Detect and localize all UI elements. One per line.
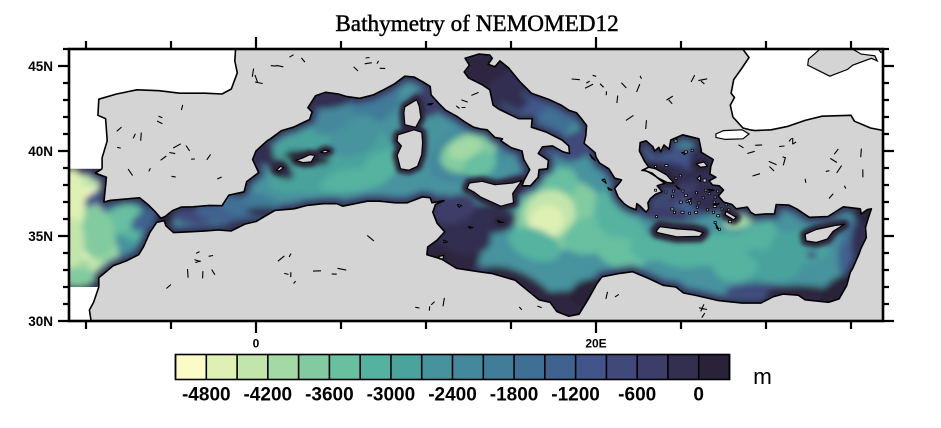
svg-text:-4200: -4200	[243, 385, 292, 406]
svg-text:-1200: -1200	[551, 385, 600, 406]
svg-text:0: 0	[693, 385, 704, 406]
svg-text:Bathymetry of NEMOMED12: Bathymetry of NEMOMED12	[335, 11, 618, 37]
svg-text:30N: 30N	[28, 314, 53, 329]
svg-text:-3600: -3600	[305, 385, 354, 406]
svg-text:m: m	[753, 364, 772, 389]
svg-text:40N: 40N	[28, 144, 53, 159]
svg-text:35N: 35N	[28, 229, 53, 244]
svg-text:-3000: -3000	[367, 385, 416, 406]
svg-text:45N: 45N	[28, 59, 53, 74]
svg-text:-2400: -2400	[428, 385, 477, 406]
svg-text:-600: -600	[618, 385, 656, 406]
svg-text:0: 0	[253, 337, 260, 351]
svg-text:20E: 20E	[585, 337, 606, 351]
svg-text:-1800: -1800	[490, 385, 539, 406]
svg-text:-4800: -4800	[182, 385, 231, 406]
